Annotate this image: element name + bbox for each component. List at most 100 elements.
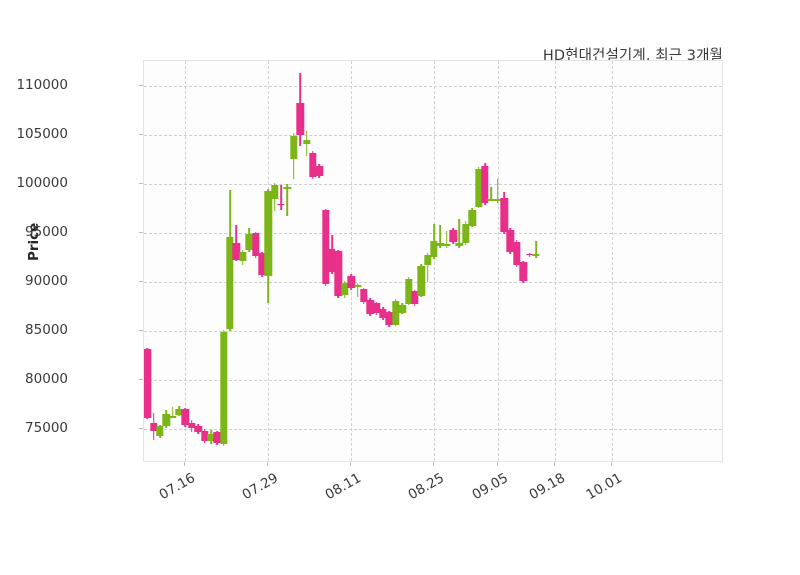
y-tick-label: 105000 xyxy=(16,126,68,143)
gridline-horizontal xyxy=(144,184,722,186)
candle-body xyxy=(168,416,177,418)
candle-body xyxy=(232,242,241,260)
x-tick-mark xyxy=(267,462,269,466)
candle-wick xyxy=(280,185,282,210)
gridline-vertical xyxy=(555,61,557,461)
x-tick-label: 08.25 xyxy=(405,470,447,504)
candle-body xyxy=(239,251,247,261)
candle-wick xyxy=(171,407,174,418)
y-tick-label: 100000 xyxy=(16,175,68,192)
candle-body xyxy=(513,241,521,266)
x-tick-label: 07.29 xyxy=(239,470,282,504)
grid-layer xyxy=(144,61,722,461)
candle-wick xyxy=(445,231,448,248)
candle-body xyxy=(321,209,330,284)
y-tick-label: 80000 xyxy=(25,370,68,387)
candle-wick xyxy=(458,219,461,248)
candle-body xyxy=(290,136,298,159)
y-tick-mark xyxy=(139,281,143,283)
candle-body xyxy=(411,290,419,304)
candle-body xyxy=(372,302,381,314)
candle-body xyxy=(525,253,534,256)
gridline-vertical xyxy=(497,61,499,461)
y-tick-label: 85000 xyxy=(25,321,68,338)
candle-body xyxy=(398,304,406,314)
candle-body xyxy=(302,140,311,145)
candle-body xyxy=(207,433,215,442)
candle-body xyxy=(200,430,209,442)
candle-body xyxy=(181,409,190,425)
gridline-horizontal xyxy=(144,135,722,137)
candle-body xyxy=(506,230,515,252)
candle-wick xyxy=(426,252,429,283)
candle-body xyxy=(474,168,483,207)
candlestick-series xyxy=(144,61,722,461)
x-tick-mark xyxy=(433,462,434,466)
candle-body xyxy=(468,209,476,227)
candle-body xyxy=(194,425,202,432)
y-tick-mark xyxy=(139,378,143,380)
gridline-horizontal xyxy=(144,330,722,332)
candle-body xyxy=(219,331,228,445)
candle-body xyxy=(519,262,527,282)
y-tick-label: 75000 xyxy=(25,419,68,436)
gridline-vertical xyxy=(612,61,614,461)
y-tick-mark xyxy=(139,134,143,136)
candle-body xyxy=(500,197,508,233)
candle-body xyxy=(481,165,489,203)
candle-body xyxy=(156,425,164,436)
x-tick-mark xyxy=(496,462,498,466)
candle-wick xyxy=(496,179,499,203)
gridline-vertical xyxy=(351,61,353,461)
candle-body xyxy=(366,299,374,315)
candle-body xyxy=(251,233,260,256)
candle-body xyxy=(175,409,183,416)
x-tick-mark xyxy=(350,462,352,466)
candle-body xyxy=(430,240,438,257)
gridline-horizontal xyxy=(144,379,722,381)
candle-body xyxy=(436,242,445,246)
candle-body xyxy=(328,248,336,273)
candle-body xyxy=(277,203,285,206)
y-tick-mark xyxy=(139,183,143,185)
candle-body xyxy=(226,237,234,329)
candle-body xyxy=(404,279,413,304)
candle-wick xyxy=(439,225,442,248)
candle-body xyxy=(213,431,221,444)
x-tick-label: 10.01 xyxy=(583,470,626,504)
gridline-vertical xyxy=(434,61,435,461)
gridline-horizontal xyxy=(144,428,722,430)
candle-body xyxy=(283,187,292,189)
candle-body xyxy=(532,253,540,256)
candle-body xyxy=(379,309,387,319)
gridline-vertical xyxy=(185,61,187,461)
candle-body xyxy=(144,348,151,418)
candle-body xyxy=(315,165,323,177)
candle-body xyxy=(334,250,343,296)
y-tick-mark xyxy=(139,329,143,331)
gridline-horizontal xyxy=(144,233,722,235)
y-tick-mark xyxy=(139,85,143,87)
candle-body xyxy=(443,243,451,246)
candle-body xyxy=(296,103,304,136)
x-tick-mark xyxy=(184,462,186,466)
candle-body xyxy=(360,288,368,302)
gridline-horizontal xyxy=(144,282,722,284)
candle-wick xyxy=(490,187,493,201)
candle-body xyxy=(494,198,502,201)
plot-area xyxy=(143,60,723,462)
candle-wick xyxy=(286,184,289,216)
y-tick-label: 90000 xyxy=(25,273,68,290)
x-tick-mark xyxy=(611,462,613,466)
candle-body xyxy=(270,185,279,199)
candle-body xyxy=(423,254,432,266)
candle-body xyxy=(188,422,196,428)
candle-body xyxy=(462,224,470,243)
candle-body xyxy=(385,312,394,326)
x-tick-label: 09.05 xyxy=(469,470,511,504)
x-tick-label: 08.11 xyxy=(322,470,365,504)
y-tick-mark xyxy=(139,427,143,429)
candle-body xyxy=(245,234,253,250)
candle-body xyxy=(392,300,400,326)
